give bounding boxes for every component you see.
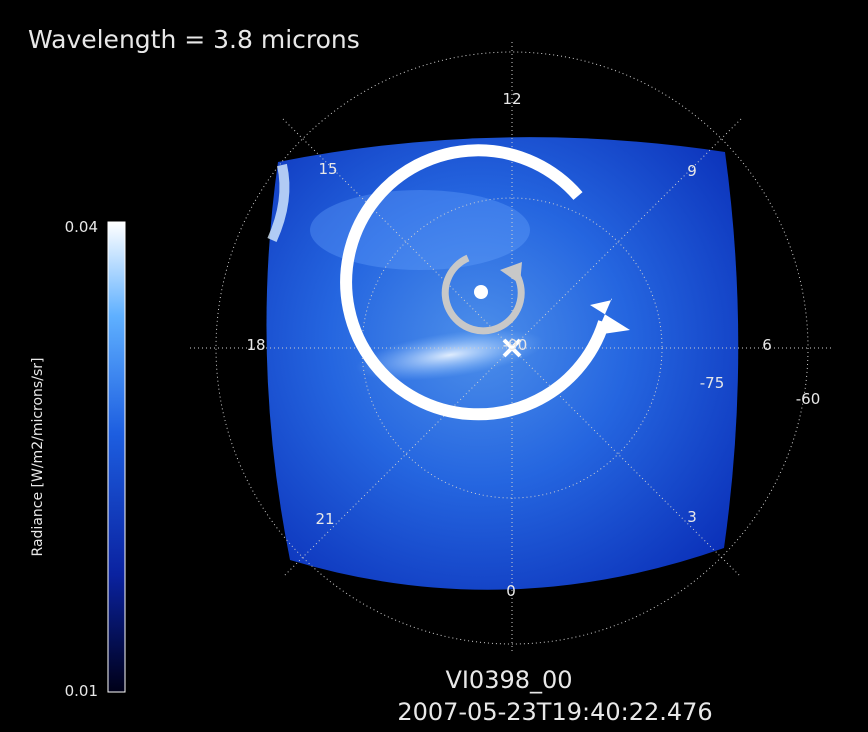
local-time-label: 12 (502, 90, 521, 108)
latitude-label: -75 (700, 374, 725, 392)
local-time-label: 3 (687, 508, 697, 526)
image-id: VI0398_00 (445, 666, 572, 694)
colorbar (108, 222, 125, 692)
local-time-label: 21 (315, 510, 334, 528)
colorbar-label: Radiance [W/m2/microns/sr] (30, 358, 46, 557)
local-time-label: 6 (762, 336, 772, 354)
timestamp: 2007-05-23T19:40:22.476 (397, 698, 712, 726)
local-time-label: 18 (246, 336, 265, 354)
vortex-center (474, 285, 488, 299)
local-time-label: 15 (318, 160, 337, 178)
colorbar-min: 0.01 (65, 682, 98, 700)
local-time-label: 0 (506, 582, 516, 600)
latitude-label: -60 (796, 390, 821, 408)
scene: Wavelength = 3.8 microns 12 9 6 3 0 21 1… (0, 0, 868, 732)
local-time-label: 9 (687, 162, 697, 180)
title: Wavelength = 3.8 microns (28, 25, 360, 54)
colorbar-max: 0.04 (65, 218, 98, 236)
latitude-label: -90 (503, 336, 528, 354)
